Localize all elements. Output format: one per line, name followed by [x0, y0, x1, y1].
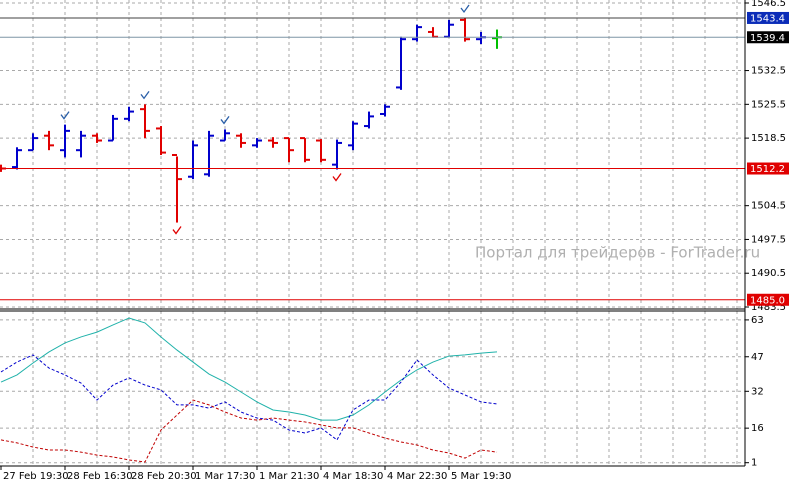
y-tick-label: 47: [751, 352, 764, 363]
fractal-mark: [172, 226, 182, 235]
x-tick-label: 27 Feb 19:30: [3, 471, 69, 482]
indicator-line: [0, 317, 498, 421]
price-label-box: [747, 11, 789, 24]
fractal-mark: [460, 4, 470, 14]
x-tick-label: 28 Feb 20:30: [131, 471, 197, 482]
x-tick-label: 5 Mar 19:30: [451, 471, 511, 482]
y-tick-label: 1504.5: [751, 201, 786, 212]
y-tick-label: 1546.5: [751, 0, 786, 9]
y-tick-label: 1490.5: [751, 268, 786, 279]
fractal-mark: [140, 90, 150, 100]
y-tick-label: 63: [751, 315, 764, 326]
x-tick-label: 4 Mar 22:30: [387, 471, 447, 482]
price-label-box: [747, 162, 789, 175]
indicator-line: [0, 399, 498, 463]
x-tick-label: 1 Mar 21:30: [259, 471, 319, 482]
price-label: 1543.4: [750, 13, 785, 24]
price-label: 1539.4: [750, 33, 785, 44]
indicator-line: [0, 354, 498, 441]
y-tick-label: 1: [751, 458, 757, 469]
y-tick-label: 1497.5: [751, 234, 786, 245]
x-tick-label: 1 Mar 17:30: [195, 471, 255, 482]
watermark: Портал для трейдеров - ForTrader.ru: [475, 244, 760, 262]
y-tick-label: 1483.5: [751, 302, 786, 313]
x-tick-label: 28 Feb 16:30: [67, 471, 133, 482]
fractal-mark: [60, 111, 70, 120]
fractal-mark: [332, 173, 342, 182]
price-label: 1512.2: [750, 164, 785, 175]
y-tick-label: 32: [751, 386, 764, 397]
price-label-box: [747, 31, 789, 44]
price-label-box: [747, 293, 789, 306]
fractal-mark: [220, 116, 230, 125]
x-tick-label: 4 Mar 18:30: [323, 471, 383, 482]
y-tick-label: 1532.5: [751, 66, 786, 77]
price-label: 1485.0: [750, 295, 785, 306]
y-tick-label: 1518.5: [751, 133, 786, 144]
y-tick-label: 16: [751, 423, 764, 434]
y-tick-label: 1525.5: [751, 99, 786, 110]
